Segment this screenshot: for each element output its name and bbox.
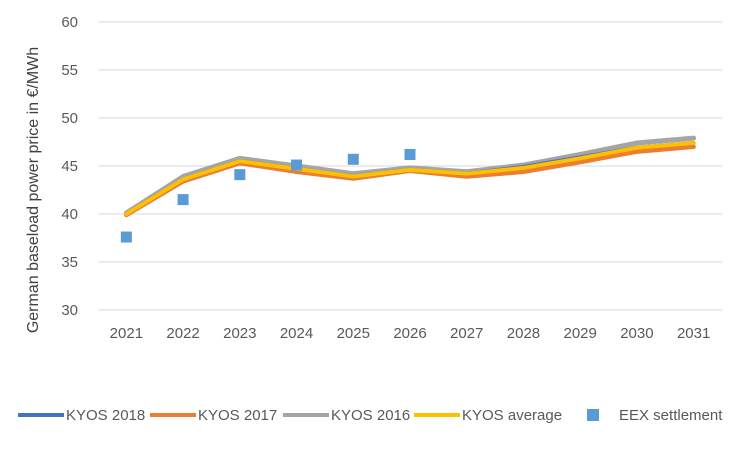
y-tick-label: 55 <box>61 62 78 79</box>
legend-swatch <box>587 409 599 421</box>
legend-label: KYOS average <box>462 407 562 424</box>
x-axis-ticks: 2021 2022 2023 2024 2025 2026 2027 2028 2029 2030… <box>110 325 711 342</box>
series-line-kyos-average <box>124 140 696 216</box>
x-tick-label: 2024 <box>280 325 313 342</box>
x-tick-label: 2022 <box>166 325 199 342</box>
x-tick-label: 2031 <box>677 325 710 342</box>
legend-label: KYOS 2017 <box>198 407 277 424</box>
y-axis-title: German baseload power price in €/MWh <box>25 47 42 333</box>
x-tick-label: 2030 <box>620 325 653 342</box>
x-tick-label: 2023 <box>223 325 256 342</box>
y-tick-label: 40 <box>61 206 78 223</box>
y-tick-label: 30 <box>61 302 78 319</box>
eex-settlement-point <box>347 153 359 165</box>
x-tick-label: 2029 <box>563 325 596 342</box>
scatter-markers <box>120 148 416 243</box>
x-tick-label: 2028 <box>507 325 540 342</box>
x-tick-label: 2021 <box>110 325 143 342</box>
series <box>123 135 697 218</box>
legend-label: EEX settlement <box>619 407 723 424</box>
gridlines <box>98 21 722 311</box>
legend-label: KYOS 2016 <box>331 407 410 424</box>
legend-label: KYOS 2018 <box>66 407 145 424</box>
y-tick-label: 45 <box>61 158 78 175</box>
y-tick-label: 35 <box>61 254 78 271</box>
y-tick-label: 50 <box>61 110 78 127</box>
x-tick-label: 2027 <box>450 325 483 342</box>
x-tick-label: 2026 <box>393 325 426 342</box>
eex-settlement-point <box>291 159 303 171</box>
eex-settlement-point <box>404 148 416 160</box>
eex-settlement-point <box>120 231 132 243</box>
y-tick-label: 60 <box>61 14 78 31</box>
x-tick-label: 2025 <box>337 325 370 342</box>
eex-settlement-point <box>234 169 246 181</box>
eex-settlement-point <box>177 194 189 206</box>
legend: KYOS 2018 KYOS 2017 KYOS 2016 KYOS average E… <box>18 407 723 424</box>
y-axis-ticks: 30 35 40 45 50 55 60 <box>61 14 78 319</box>
